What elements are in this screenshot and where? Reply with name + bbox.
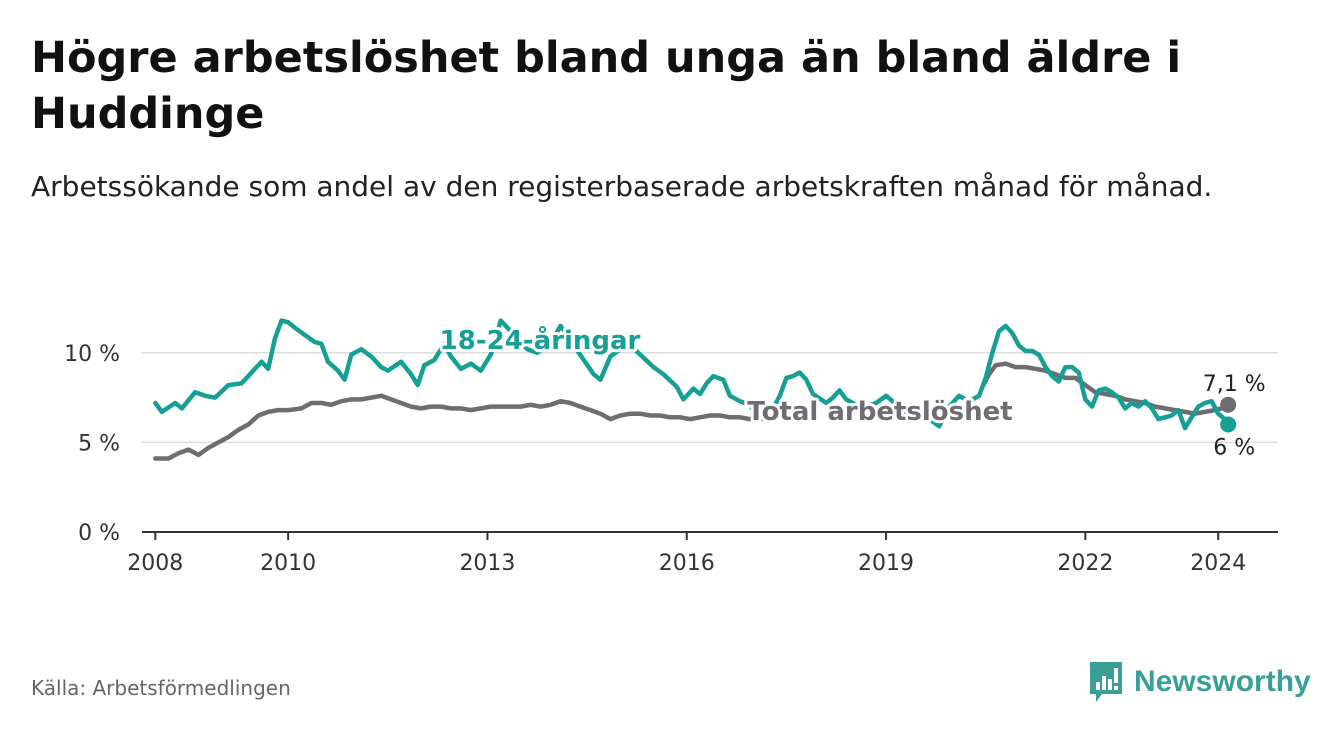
y-axis-ticks: 0 % 5 % 10 %	[64, 342, 120, 546]
source-note: Källa: Arbetsförmedlingen	[31, 676, 291, 700]
x-tick-label: 2024	[1190, 551, 1246, 576]
chart-title: Högre arbetslöshet bland unga än bland ä…	[31, 33, 1182, 139]
x-tick-label: 2010	[260, 551, 316, 576]
x-tick-label: 2008	[127, 551, 183, 576]
series-labels: 18-24-åringar Total arbetslöshet 7,1 % 6 %	[437, 321, 1266, 460]
end-value-youth: 6 %	[1213, 435, 1255, 460]
y-tick-label: 0 %	[78, 521, 120, 546]
end-point-youth	[1220, 416, 1237, 433]
grid-lines	[142, 352, 1278, 444]
x-tick-label: 2013	[459, 551, 515, 576]
y-tick-label: 10 %	[64, 342, 120, 367]
end-point-total	[1220, 396, 1237, 413]
end-value-total: 7,1 %	[1203, 372, 1266, 397]
series-label-youth: 18-24-åringar	[440, 324, 641, 356]
series-line-total	[153, 393, 773, 461]
series-label-total: Total arbetslöshet	[747, 397, 1012, 427]
newsworthy-logo[interactable]: Newsworthy	[1088, 660, 1311, 704]
brand-name: Newsworthy	[1134, 665, 1311, 698]
series-lines	[153, 318, 1237, 461]
series-line-youth	[153, 318, 1231, 431]
x-tick-label: 2016	[659, 551, 715, 576]
line-chart: 0 %5 %10 % 2008 2010 2013 2016 2019 2022 2024 …	[64, 318, 1278, 576]
newsworthy-chart-icon	[1090, 662, 1122, 702]
chart-subtitle: Arbetssökande som andel av den registerb…	[31, 170, 1213, 203]
x-tick-label: 2022	[1057, 551, 1113, 576]
x-axis-ticks: 2008 2010 2013 2016 2019 2022 2024	[127, 532, 1246, 576]
y-tick-label: 5 %	[78, 431, 120, 456]
x-tick-label: 2019	[858, 551, 914, 576]
